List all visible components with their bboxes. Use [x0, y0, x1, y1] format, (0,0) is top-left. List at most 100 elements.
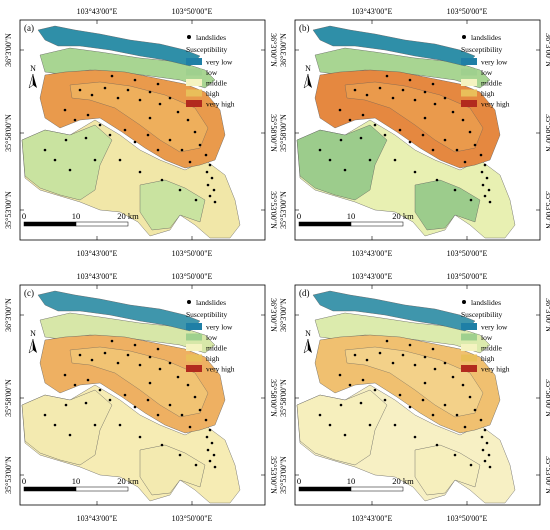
legend-swatch-0	[461, 58, 477, 65]
scale-bar-start: 0	[22, 211, 26, 221]
legend-swatch-2	[186, 344, 202, 351]
north-arrow-label: N	[30, 329, 36, 338]
susceptibility-map	[296, 290, 516, 504]
legend-swatch-2	[461, 79, 477, 86]
lon-label-top-east: 103°50'00"E	[447, 272, 488, 281]
lon-label-top-west: 103°43'00"E	[352, 7, 393, 16]
lon-label-bottom-east: 103°50'00"E	[172, 249, 213, 258]
zone-core-inner	[69, 81, 209, 153]
lon-label-bottom-east: 103°50'00"E	[447, 249, 488, 258]
landslide-points	[43, 74, 217, 204]
legend-swatch-3	[186, 354, 202, 362]
lat-label-right-mid: 35°58'00"N	[269, 114, 278, 152]
lon-label-bottom-east: 103°50'00"E	[447, 514, 488, 523]
lat-label-left-mid: 35°58'00"N	[4, 379, 13, 417]
legend-swatch-3	[461, 89, 477, 97]
legend-class-label-0: very low	[206, 323, 233, 332]
legend-class-label-2: middle	[206, 79, 228, 88]
legend-swatch-4	[186, 100, 202, 107]
legend-swatch-2	[461, 344, 477, 351]
landslide-point-icon	[187, 300, 191, 304]
legend-swatch-3	[186, 89, 202, 97]
scale-bar-start: 0	[297, 211, 301, 221]
scale-bar-end: 20 km	[392, 476, 414, 486]
legend-class-label-2: middle	[206, 344, 228, 353]
legend-class-label-1: low	[206, 68, 218, 77]
north-arrow-label: N	[30, 64, 36, 73]
landslide-points	[43, 339, 217, 469]
map-panel-a: 103°43'00"E 103°50'00"E 103°43'00"E 103°…	[0, 0, 278, 265]
north-arrow-icon: N	[28, 329, 37, 354]
susceptibility-map	[21, 25, 241, 239]
landslide-point-icon	[462, 35, 466, 39]
lat-label-right-mid: 35°58'00"N	[269, 379, 278, 417]
scale-bar-mid: 10	[72, 476, 81, 486]
legend-class-label-0: very low	[206, 58, 233, 67]
zone-periphery	[21, 124, 113, 201]
legend-class-label-2: middle	[481, 344, 503, 353]
lat-label-left-bottom: 35°53'00"N	[279, 191, 288, 229]
legend-swatch-1	[461, 68, 477, 76]
scale-bar-mid: 10	[347, 211, 356, 221]
legend-class-label-0: very low	[481, 323, 508, 332]
lat-label-left-top: 36°3'00"N	[279, 298, 288, 332]
lat-label-left-bottom: 35°53'00"N	[4, 456, 13, 494]
zone-periphery	[21, 389, 113, 466]
lon-label-top-east: 103°50'00"E	[447, 7, 488, 16]
legend-swatch-0	[186, 58, 202, 65]
legend-swatch-1	[186, 68, 202, 76]
legend-class-label-4: very high	[481, 365, 510, 374]
legend-class-label-4: very high	[206, 100, 235, 109]
legend-swatch-4	[186, 365, 202, 372]
scale-bar-end: 20 km	[117, 211, 139, 221]
legend-class-label-1: low	[206, 333, 218, 342]
lon-label-bottom-west: 103°43'00"E	[77, 514, 118, 523]
scale-bar: 0 10 20 km	[297, 476, 414, 492]
scale-bar: 0 10 20 km	[22, 476, 139, 492]
scale-bar: 0 10 20 km	[297, 211, 414, 227]
legend-swatch-3	[461, 354, 477, 362]
legend-title: Susceptibility	[186, 45, 228, 54]
legend-class-label-1: low	[481, 333, 493, 342]
legend-swatch-1	[461, 333, 477, 341]
legend-swatch-0	[461, 323, 477, 330]
legend-title: Susceptibility	[186, 310, 228, 319]
lat-label-left-mid: 35°58'00"N	[279, 379, 288, 417]
lat-label-left-bottom: 35°53'00"N	[4, 191, 13, 229]
legend-swatch-4	[461, 365, 477, 372]
legend-swatch-2	[186, 79, 202, 86]
lat-label-right-bottom: 35°53'00"N	[544, 456, 550, 494]
legend-class-label-4: very high	[206, 365, 235, 374]
zone-periphery-south	[414, 444, 481, 496]
lat-label-right-top: 36°3'00"N	[544, 298, 550, 332]
lon-label-bottom-west: 103°43'00"E	[77, 249, 118, 258]
legend-swatch-1	[186, 333, 202, 341]
scale-bar-start: 0	[22, 476, 26, 486]
legend-swatch-0	[186, 323, 202, 330]
legend-title: Susceptibility	[461, 310, 503, 319]
legend-landslides-label: landslides	[471, 33, 501, 42]
lat-label-right-bottom: 35°53'00"N	[269, 191, 278, 229]
lat-label-left-mid: 35°58'00"N	[279, 114, 288, 152]
legend-class-label-4: very high	[481, 100, 510, 109]
legend-swatch-4	[461, 100, 477, 107]
legend-class-label-1: low	[481, 68, 493, 77]
map-panel-b: 103°43'00"E 103°50'00"E 103°43'00"E 103°…	[275, 0, 550, 265]
legend-landslides-label: landslides	[471, 298, 501, 307]
lat-label-right-top: 36°3'00"N	[269, 33, 278, 67]
scale-bar: 0 10 20 km	[22, 211, 139, 227]
zone-core-inner	[344, 346, 484, 418]
legend-class-label-3: high	[481, 354, 495, 363]
panel-label: (d)	[299, 288, 310, 298]
landslide-points	[318, 74, 492, 204]
lat-label-right-mid: 35°58'00"N	[544, 114, 550, 152]
lon-label-top-east: 103°50'00"E	[172, 272, 213, 281]
landslide-point-icon	[462, 300, 466, 304]
panel-label: (c)	[24, 288, 34, 298]
lon-label-top-east: 103°50'00"E	[172, 7, 213, 16]
lat-label-right-mid: 35°58'00"N	[544, 379, 550, 417]
lon-label-bottom-west: 103°43'00"E	[352, 514, 393, 523]
north-arrow-icon: N	[303, 329, 312, 354]
